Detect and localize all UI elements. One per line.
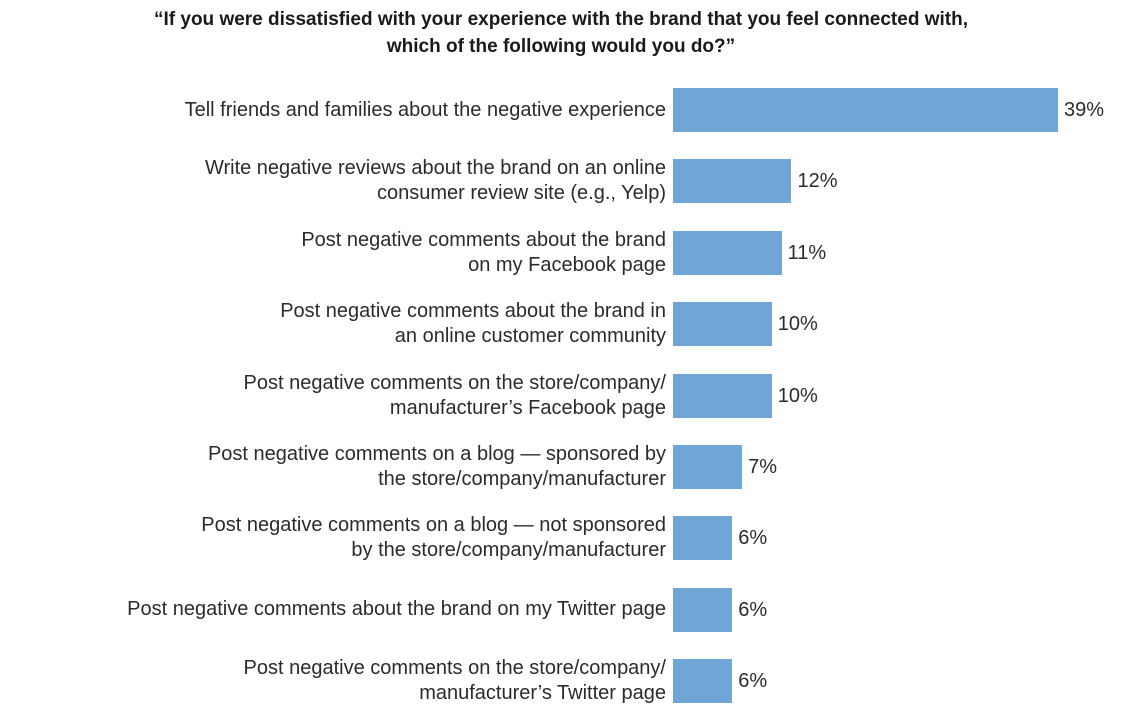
value-label-3: 11% [787,241,827,264]
category-label-7-line-2: by the store/company/manufacturer [351,539,666,562]
category-label-5-line-1: Post negative comments on the store/comp… [243,371,666,394]
category-label-9-line-1: Post negative comments on the store/comp… [243,657,666,680]
category-label-5: Post negative comments on the store/comp… [244,371,666,421]
bar-1 [673,88,1058,132]
chart-title-line-1: “If you were dissatisfied with your expe… [154,9,968,30]
value-label-4: 10% [777,313,818,336]
bar-4 [673,302,772,347]
category-label-1-line-1: Tell friends and families about the nega… [184,98,666,121]
category-label-9-line-2: manufacturer’s Twitter page [419,682,666,705]
category-label-6: Post negative comments on a blog — spons… [208,442,666,492]
category-label-3-line-2: on my Facebook page [468,253,666,276]
category-label-7-line-1: Post negative comments on a blog — not s… [201,514,666,537]
bar-6 [673,445,743,489]
bar-5 [673,373,772,418]
category-label-8-line-1: Post negative comments about the brand o… [127,598,666,621]
category-label-9: Post negative comments on the store/comp… [244,656,666,706]
bar-8 [673,587,733,632]
bar-2 [673,159,792,204]
category-label-2-line-2: consumer review site (e.g., Yelp) [376,182,666,205]
category-label-7: Post negative comments on a blog — not s… [201,513,666,563]
chart-title: “If you were dissatisfied with your expe… [0,6,1122,60]
category-label-5-line-2: manufacturer’s Facebook page [389,396,666,419]
value-label-2: 12% [797,170,838,193]
category-label-6-line-1: Post negative comments on a blog — spons… [207,443,666,465]
value-label-1: 39% [1064,99,1105,121]
value-label-6: 7% [748,456,777,478]
category-label-3: Post negative comments about the brand on… [301,228,666,278]
bar-3 [673,230,782,275]
category-label-4: Post negative comments about the brand i… [280,299,666,349]
category-label-4-line-2: an online customer community [394,325,666,348]
category-label-4-line-1: Post negative comments about the brand i… [280,300,666,323]
category-label-8: Post negative comments about the brand o… [127,597,666,622]
category-label-1: Tell friends and families about the nega… [185,98,666,123]
value-label-5: 10% [777,384,818,407]
bar-9 [673,659,733,704]
chart-title-line-2: which of the following would you do?” [386,36,736,57]
category-label-2-line-1: Write negative reviews about the brand o… [204,157,666,180]
category-label-6-line-2: the store/company/manufacturer [378,468,666,490]
value-label-7: 6% [738,527,768,550]
category-label-2: Write negative reviews about the brand o… [205,156,666,206]
bar-7 [673,516,733,561]
category-label-3-line-1: Post negative comments about the brand [301,228,666,251]
value-label-8: 6% [738,598,768,621]
value-label-9: 6% [738,670,768,693]
